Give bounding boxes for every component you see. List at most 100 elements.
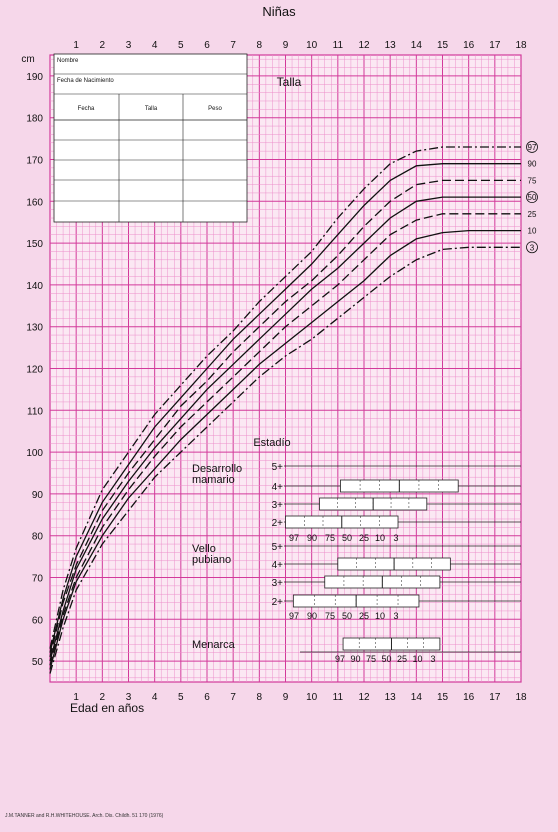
column-header-talla: Talla (145, 106, 158, 112)
x-tick-label-bottom: 15 (437, 692, 449, 703)
percentile-curve-50 (49, 196, 521, 662)
staging-percentile-label: 3 (393, 533, 398, 543)
y-tick-label: 80 (32, 532, 44, 543)
y-tick-label: 180 (26, 114, 43, 125)
staging-percentile-label: 10 (375, 611, 385, 621)
name-label: Nombre (57, 58, 79, 64)
x-tick-label-top: 8 (257, 40, 263, 51)
x-tick-label-bottom: 18 (515, 692, 527, 703)
x-tick-label-top: 4 (152, 40, 158, 51)
staging-percentile-label: 25 (359, 611, 369, 621)
x-tick-label-top: 16 (463, 40, 475, 51)
y-tick-label: 70 (32, 574, 44, 585)
percentile-label-10: 10 (528, 227, 537, 236)
percentile-curve-90 (49, 163, 521, 653)
percentile-curves: 97 90 75 50 25 10 3 (49, 141, 538, 674)
staging-group-label: Vello (192, 543, 216, 555)
record-table: Nombre Fecha de Nacimiento Fecha Talla P… (53, 53, 248, 223)
x-tick-label-top: 7 (230, 40, 236, 51)
y-tick-label: 110 (27, 406, 43, 417)
stage-label: 3+ (272, 578, 284, 589)
staging-percentile-label: 50 (342, 533, 352, 543)
percentile-label-50: 50 (528, 193, 537, 202)
staging-percentile-label: 90 (307, 611, 317, 621)
percentile-circle-97 (526, 141, 538, 153)
staging-group-label: pubiano (192, 554, 231, 566)
percentile-label-90: 90 (528, 160, 537, 169)
x-tick-label-bottom: 17 (489, 692, 501, 703)
staging-percentile-label: 10 (375, 533, 385, 543)
x-tick-label-bottom: 10 (306, 692, 318, 703)
staging-percentile-label: 90 (350, 654, 360, 664)
stage-label: 5+ (272, 542, 284, 553)
record-table-frame (53, 53, 248, 223)
percentile-curve-75 (49, 179, 521, 658)
birth-date-label: Fecha de Nacimiento (57, 78, 114, 84)
staging-percentile-label: 25 (397, 654, 407, 664)
x-tick-label-top: 9 (283, 40, 289, 51)
x-tick-label-bottom: 7 (230, 692, 236, 703)
staging-percentile-label: 97 (289, 533, 299, 543)
percentile-curve-3 (49, 246, 521, 674)
percentile-curve-25 (49, 213, 521, 666)
x-tick-label-top: 1 (73, 40, 79, 51)
staging-percentile-label: 97 (335, 654, 345, 664)
x-tick-label-top: 11 (333, 40, 344, 51)
percentile-label-75: 75 (528, 176, 537, 185)
percentile-circle-50 (526, 191, 538, 204)
x-tick-label-top: 15 (437, 40, 449, 51)
x-tick-label-top: 17 (489, 40, 501, 51)
x-tick-label-bottom: 16 (463, 692, 475, 703)
x-tick-label-bottom: 5 (178, 692, 184, 703)
percentile-circle-3 (526, 241, 538, 254)
y-tick-label: 150 (26, 239, 43, 250)
panel-label-talla: Talla (277, 75, 302, 89)
y-tick-label: 170 (26, 156, 43, 167)
x-tick-label-top: 2 (100, 40, 106, 51)
x-tick-label-bottom: 9 (283, 692, 289, 703)
citation-footer: J.M.TANNER and R.H.WHITEHOUSE. Arch. Dis… (5, 813, 164, 819)
x-tick-label-bottom: 1 (73, 692, 79, 703)
x-tick-label-bottom: 12 (358, 692, 370, 703)
stage-label: 2+ (272, 518, 284, 529)
x-tick-label-top: 3 (126, 40, 132, 51)
staging-percentile-label: 50 (342, 611, 352, 621)
x-tick-label-top: 18 (515, 40, 527, 51)
x-tick-label-top: 5 (178, 40, 184, 51)
staging-percentile-label: 90 (307, 533, 317, 543)
percentile-curve-97 (49, 146, 521, 649)
x-tick-label-top: 10 (306, 40, 318, 51)
staging-percentile-label: 25 (359, 533, 369, 543)
percentile-label-3: 3 (530, 243, 535, 252)
x-tick-label-bottom: 11 (333, 692, 344, 703)
x-tick-label-bottom: 2 (100, 692, 106, 703)
x-tick-label-bottom: 13 (385, 692, 397, 703)
x-tick-label-bottom: 6 (204, 692, 210, 703)
column-header-fecha: Fecha (78, 106, 95, 112)
x-tick-label-top: 14 (411, 40, 423, 51)
stage-label: 3+ (272, 500, 284, 511)
percentile-label-97: 97 (528, 143, 537, 152)
x-tick-label-top: 6 (204, 40, 210, 51)
y-tick-label: 120 (26, 365, 43, 376)
x-tick-label-bottom: 8 (257, 692, 263, 703)
x-axis-title: Edad en años (70, 701, 144, 715)
staging-percentile-label: 3 (393, 611, 398, 621)
percentile-label-25: 25 (528, 210, 537, 219)
x-tick-label-bottom: 4 (152, 692, 158, 703)
chart-title: Niñas (262, 4, 296, 19)
staging-group-label: Menarca (192, 639, 236, 651)
stage-label: 5+ (272, 462, 284, 473)
y-tick-label: 100 (26, 448, 43, 459)
staging-percentile-label: 3 (430, 654, 435, 664)
x-tick-label-top: 12 (358, 40, 370, 51)
y-tick-label: 140 (26, 281, 43, 292)
y-tick-label: 190 (26, 72, 43, 83)
column-header-peso: Peso (208, 106, 222, 112)
stage-label: 4+ (272, 482, 284, 493)
staging-title: Estadío (253, 437, 290, 449)
chart-grid (49, 54, 522, 683)
